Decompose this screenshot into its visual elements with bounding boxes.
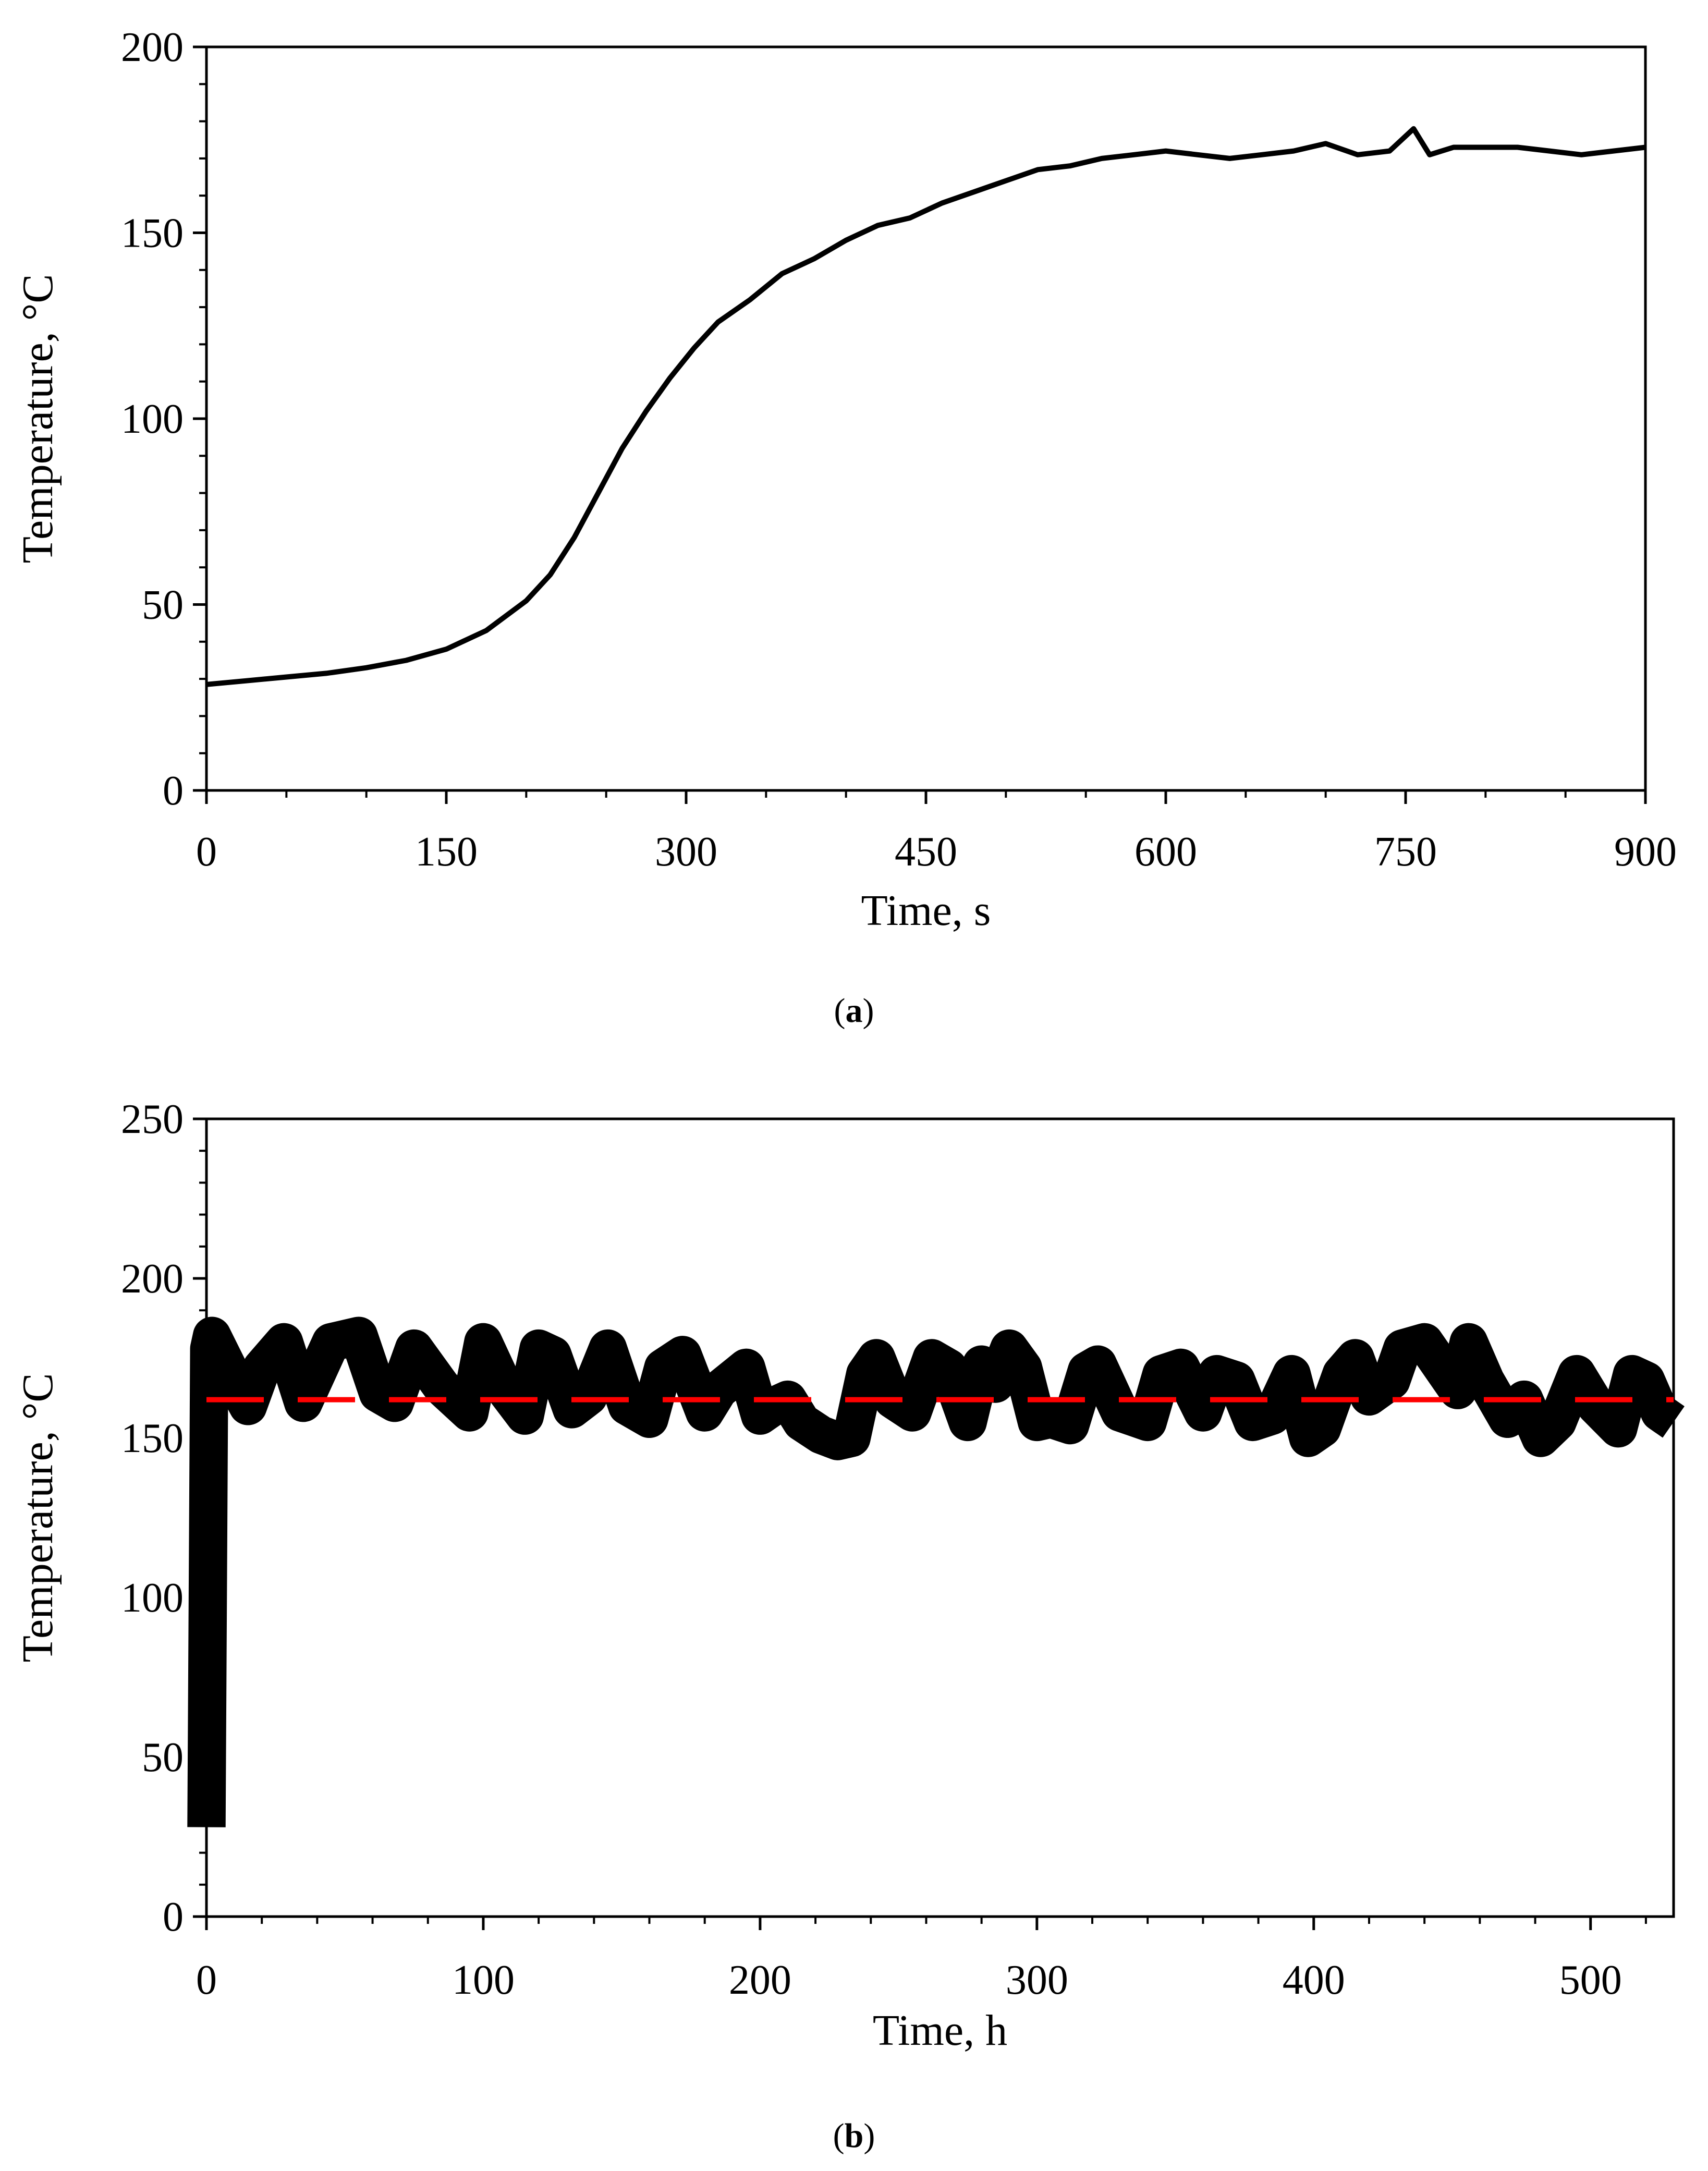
chart-a-y-tick-label: 100 [121,396,184,442]
chart-b-y-tick-label: 250 [121,1096,184,1142]
chart-b-caption-letter: b [845,2117,864,2155]
chart-a-x-tick-label: 750 [1374,829,1437,875]
chart-a-series-temperature-line [206,126,1646,687]
chart-b-caption: (b) [833,2117,875,2155]
chart-b-x-tick-label: 300 [1006,1957,1068,2003]
chart-a-x-tick-label: 900 [1614,829,1677,875]
chart-a-y-tick-label: 150 [121,211,184,257]
chart-a-y-axis-title: Temperature, °C [14,274,62,564]
chart-a-y-tick-label: 200 [121,25,184,70]
chart-a-x-tick-label: 0 [196,829,217,875]
chart-b-x-tick-label: 100 [452,1957,515,2003]
chart-b-x-axis-title: Time, h [873,2006,1007,2055]
chart-a-x-tick-label: 600 [1134,829,1197,875]
chart-b-series-temperature-line [187,1316,1685,1827]
chart-b-x-tick-label: 200 [729,1957,791,2003]
chart-a-x-tick-label: 300 [655,829,717,875]
chart-b-y-tick-label: 100 [121,1575,184,1621]
chart-b-x-tick-label: 0 [196,1957,217,2003]
chart-a-y-tick-label: 50 [142,582,184,628]
chart-b-y-tick-label: 150 [121,1416,184,1461]
chart-a-plot-frame [205,45,1647,792]
chart-a-x-axis-title: Time, s [861,886,991,935]
chart-b-y-tick-label: 0 [163,1894,184,1940]
chart-a-x-tick-label: 150 [415,829,478,875]
chart-b-ticks: 0 50 100 150 200 250 0 100 200 300 400 500 [121,1096,1647,2003]
chart-b-x-tick-label: 400 [1283,1957,1345,2003]
chart-a-caption-letter: a [846,992,863,1030]
chart-a-y-tick-label: 0 [163,768,184,814]
chart-b-y-axis-title: Temperature, °C [14,1373,62,1663]
chart-b-series [187,1316,1685,1827]
chart-a-series [206,126,1646,687]
chart-a-caption: (a) [834,992,874,1030]
chart-b-y-tick-label: 50 [142,1735,184,1780]
chart-b-y-tick-label: 200 [121,1256,184,1302]
chart-b-plot-frame [205,1117,1675,1918]
chart-a-x-tick-label: 450 [895,829,957,875]
chart-a-ticks: 0 50 100 150 200 0 150 300 450 600 750 900 [121,25,1677,875]
chart-b-x-tick-label: 500 [1559,1957,1622,2003]
